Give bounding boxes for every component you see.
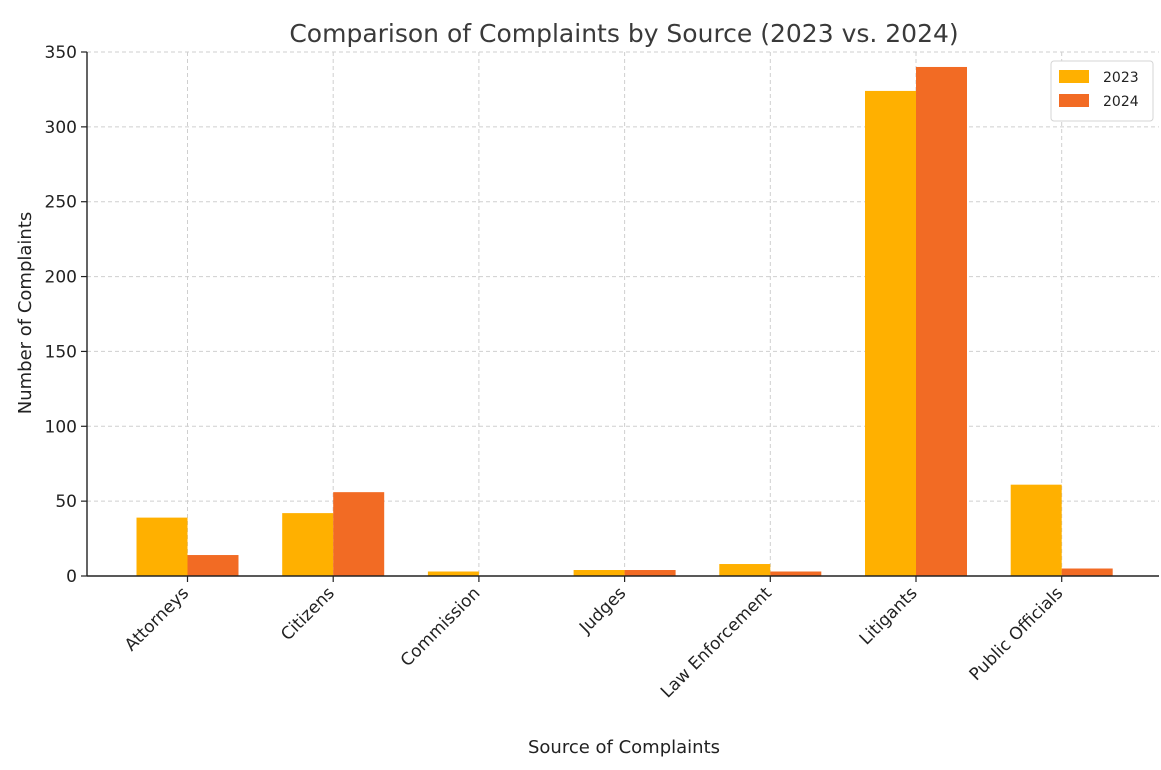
- x-tick-label: Public Officials: [966, 583, 1068, 685]
- bar-2024-judges: [624, 570, 676, 576]
- bar-2023-commission: [427, 571, 479, 576]
- y-tick-label: 50: [55, 492, 77, 512]
- y-tick-label: 0: [66, 567, 77, 587]
- x-axis-label: Source of Complaints: [528, 737, 720, 758]
- bars: [136, 66, 1113, 576]
- gridlines: [87, 51, 1159, 576]
- x-tick-label: Attorneys: [121, 583, 193, 655]
- bar-2023-law-enforcement: [719, 564, 771, 576]
- x-axis-ticks: Attorneys Citizens Commission Judges Law Enf…: [121, 576, 1067, 702]
- y-axis-ticks: 0 50 100 150 200 250 300 350: [45, 43, 87, 587]
- x-tick-label: Law Enforcement: [657, 583, 776, 702]
- y-tick-label: 250: [45, 193, 77, 213]
- y-tick-label: 150: [45, 342, 77, 362]
- x-tick-label: Litigants: [856, 583, 922, 649]
- legend: 2023 2024: [1050, 60, 1154, 122]
- bar-2023-citizens: [282, 513, 334, 576]
- bar-2024-litigants: [916, 66, 967, 576]
- legend-swatch-2024: [1059, 94, 1089, 107]
- y-tick-label: 200: [45, 268, 77, 288]
- legend-label-2023: 2023: [1103, 70, 1139, 86]
- x-tick-label: Citizens: [277, 583, 339, 645]
- bar-2023-litigants: [865, 90, 916, 576]
- y-tick-label: 100: [45, 417, 77, 437]
- bar-2024-public-officials: [1061, 568, 1113, 576]
- x-tick-label: Commission: [397, 583, 484, 670]
- bar-2024-attorneys: [187, 555, 239, 576]
- chart-title: Comparison of Complaints by Source (2023…: [289, 19, 958, 48]
- legend-label-2024: 2024: [1103, 94, 1139, 110]
- x-tick-label: Judges: [575, 583, 630, 638]
- legend-swatch-2023: [1059, 70, 1089, 83]
- axes: [86, 52, 1159, 577]
- bar-2024-citizens: [333, 492, 385, 576]
- bar-2023-judges: [573, 570, 625, 576]
- bar-2024-law-enforcement: [770, 571, 822, 576]
- bar-2023-attorneys: [136, 517, 188, 576]
- y-axis-label: Number of Complaints: [15, 212, 36, 415]
- y-tick-label: 300: [45, 118, 77, 138]
- bar-2023-public-officials: [1010, 484, 1062, 576]
- y-tick-label: 350: [45, 43, 77, 63]
